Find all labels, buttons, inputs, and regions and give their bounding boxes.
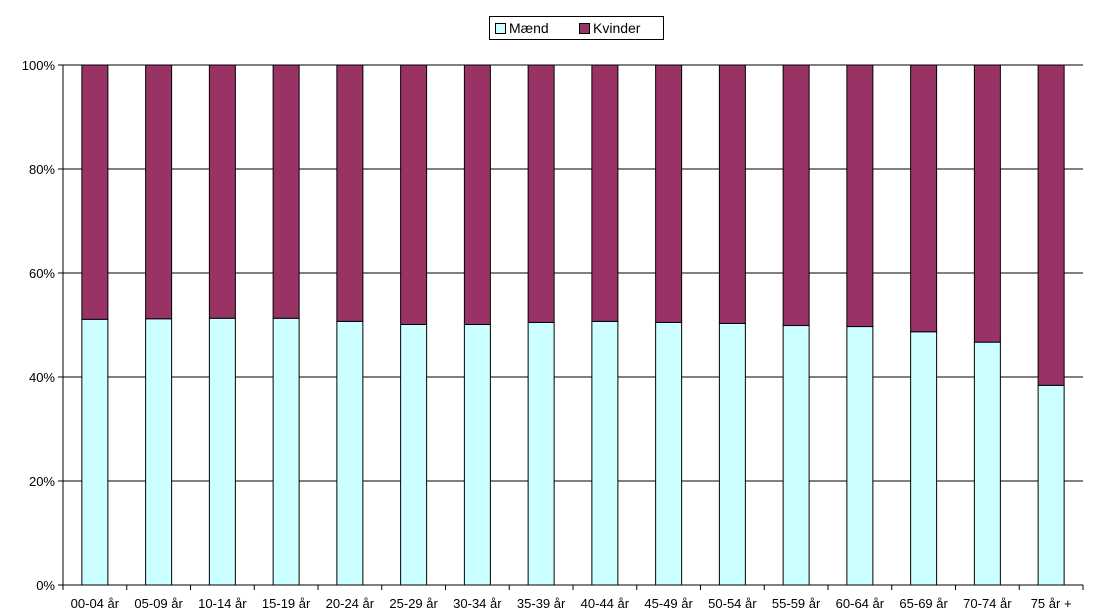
bar-segment-maend <box>527 321 555 586</box>
bar-segment-kvinder <box>272 64 300 319</box>
x-tick-label: 30-34 år <box>453 596 502 611</box>
y-tick-label: 40% <box>29 370 55 385</box>
x-tick-label: 25-29 år <box>389 596 438 611</box>
bar-segment-kvinder <box>208 64 236 319</box>
bar-segment-kvinder <box>400 64 428 325</box>
y-tick-label: 80% <box>29 162 55 177</box>
bar-segment-maend <box>145 318 173 586</box>
legend: Mænd Kvinder <box>489 16 664 40</box>
x-tick-label: 65-69 år <box>899 596 948 611</box>
x-tick-label: 50-54 år <box>708 596 757 611</box>
bar-segment-maend <box>782 325 810 586</box>
bar-segment-maend <box>973 341 1001 586</box>
bar-segment-maend <box>718 322 746 586</box>
bar-segment-kvinder <box>336 64 364 322</box>
bar-segment-maend <box>208 317 236 586</box>
bar-segment-kvinder <box>81 64 109 320</box>
bar-segment-kvinder <box>1037 64 1065 386</box>
bar-segment-kvinder <box>655 64 683 323</box>
x-tick-label: 75 år + <box>1031 596 1072 611</box>
x-tick-label: 35-39 år <box>517 596 566 611</box>
x-tick-label: 45-49 år <box>644 596 693 611</box>
x-tick-label: 55-59 år <box>772 596 821 611</box>
bar-segment-maend <box>846 326 874 586</box>
x-tick-label: 70-74 år <box>963 596 1012 611</box>
bar-segment-maend <box>910 331 938 586</box>
bar-segment-maend <box>1037 384 1065 586</box>
x-tick-label: 05-09 år <box>134 596 183 611</box>
y-tick-label: 100% <box>22 58 56 73</box>
bar-segment-kvinder <box>782 64 810 327</box>
y-tick-label: 60% <box>29 266 55 281</box>
x-tick-label: 20-24 år <box>326 596 375 611</box>
bar-segment-kvinder <box>463 64 491 325</box>
bar-segment-kvinder <box>591 64 619 322</box>
bar-segment-kvinder <box>910 64 938 333</box>
legend-swatch-kvinder <box>579 22 590 34</box>
bar-segment-maend <box>81 318 109 586</box>
bar-segment-kvinder <box>145 64 173 320</box>
y-tick-label: 20% <box>29 474 55 489</box>
legend-item-maend: Mænd <box>495 19 549 37</box>
x-tick-label: 40-44 år <box>581 596 630 611</box>
legend-item-kvinder: Kvinder <box>579 19 640 37</box>
x-tick-label: 00-04 år <box>71 596 120 611</box>
x-tick-label: 60-64 år <box>836 596 885 611</box>
bar-segment-maend <box>336 320 364 586</box>
legend-label-maend: Mænd <box>509 20 549 36</box>
x-tick-label: 10-14 år <box>198 596 247 611</box>
legend-swatch-maend <box>495 22 506 34</box>
bar-segment-maend <box>655 321 683 586</box>
bar-segment-maend <box>272 317 300 586</box>
y-tick-label: 0% <box>36 578 55 593</box>
bar-segment-kvinder <box>846 64 874 328</box>
bar-segment-maend <box>463 323 491 586</box>
bar-segment-kvinder <box>718 64 746 324</box>
bar-segment-maend <box>400 323 428 586</box>
legend-label-kvinder: Kvinder <box>593 20 641 36</box>
x-tick-label: 15-19 år <box>262 596 311 611</box>
bar-segment-kvinder <box>973 64 1001 343</box>
bar-segment-maend <box>591 320 619 586</box>
bar-segment-kvinder <box>527 64 555 323</box>
